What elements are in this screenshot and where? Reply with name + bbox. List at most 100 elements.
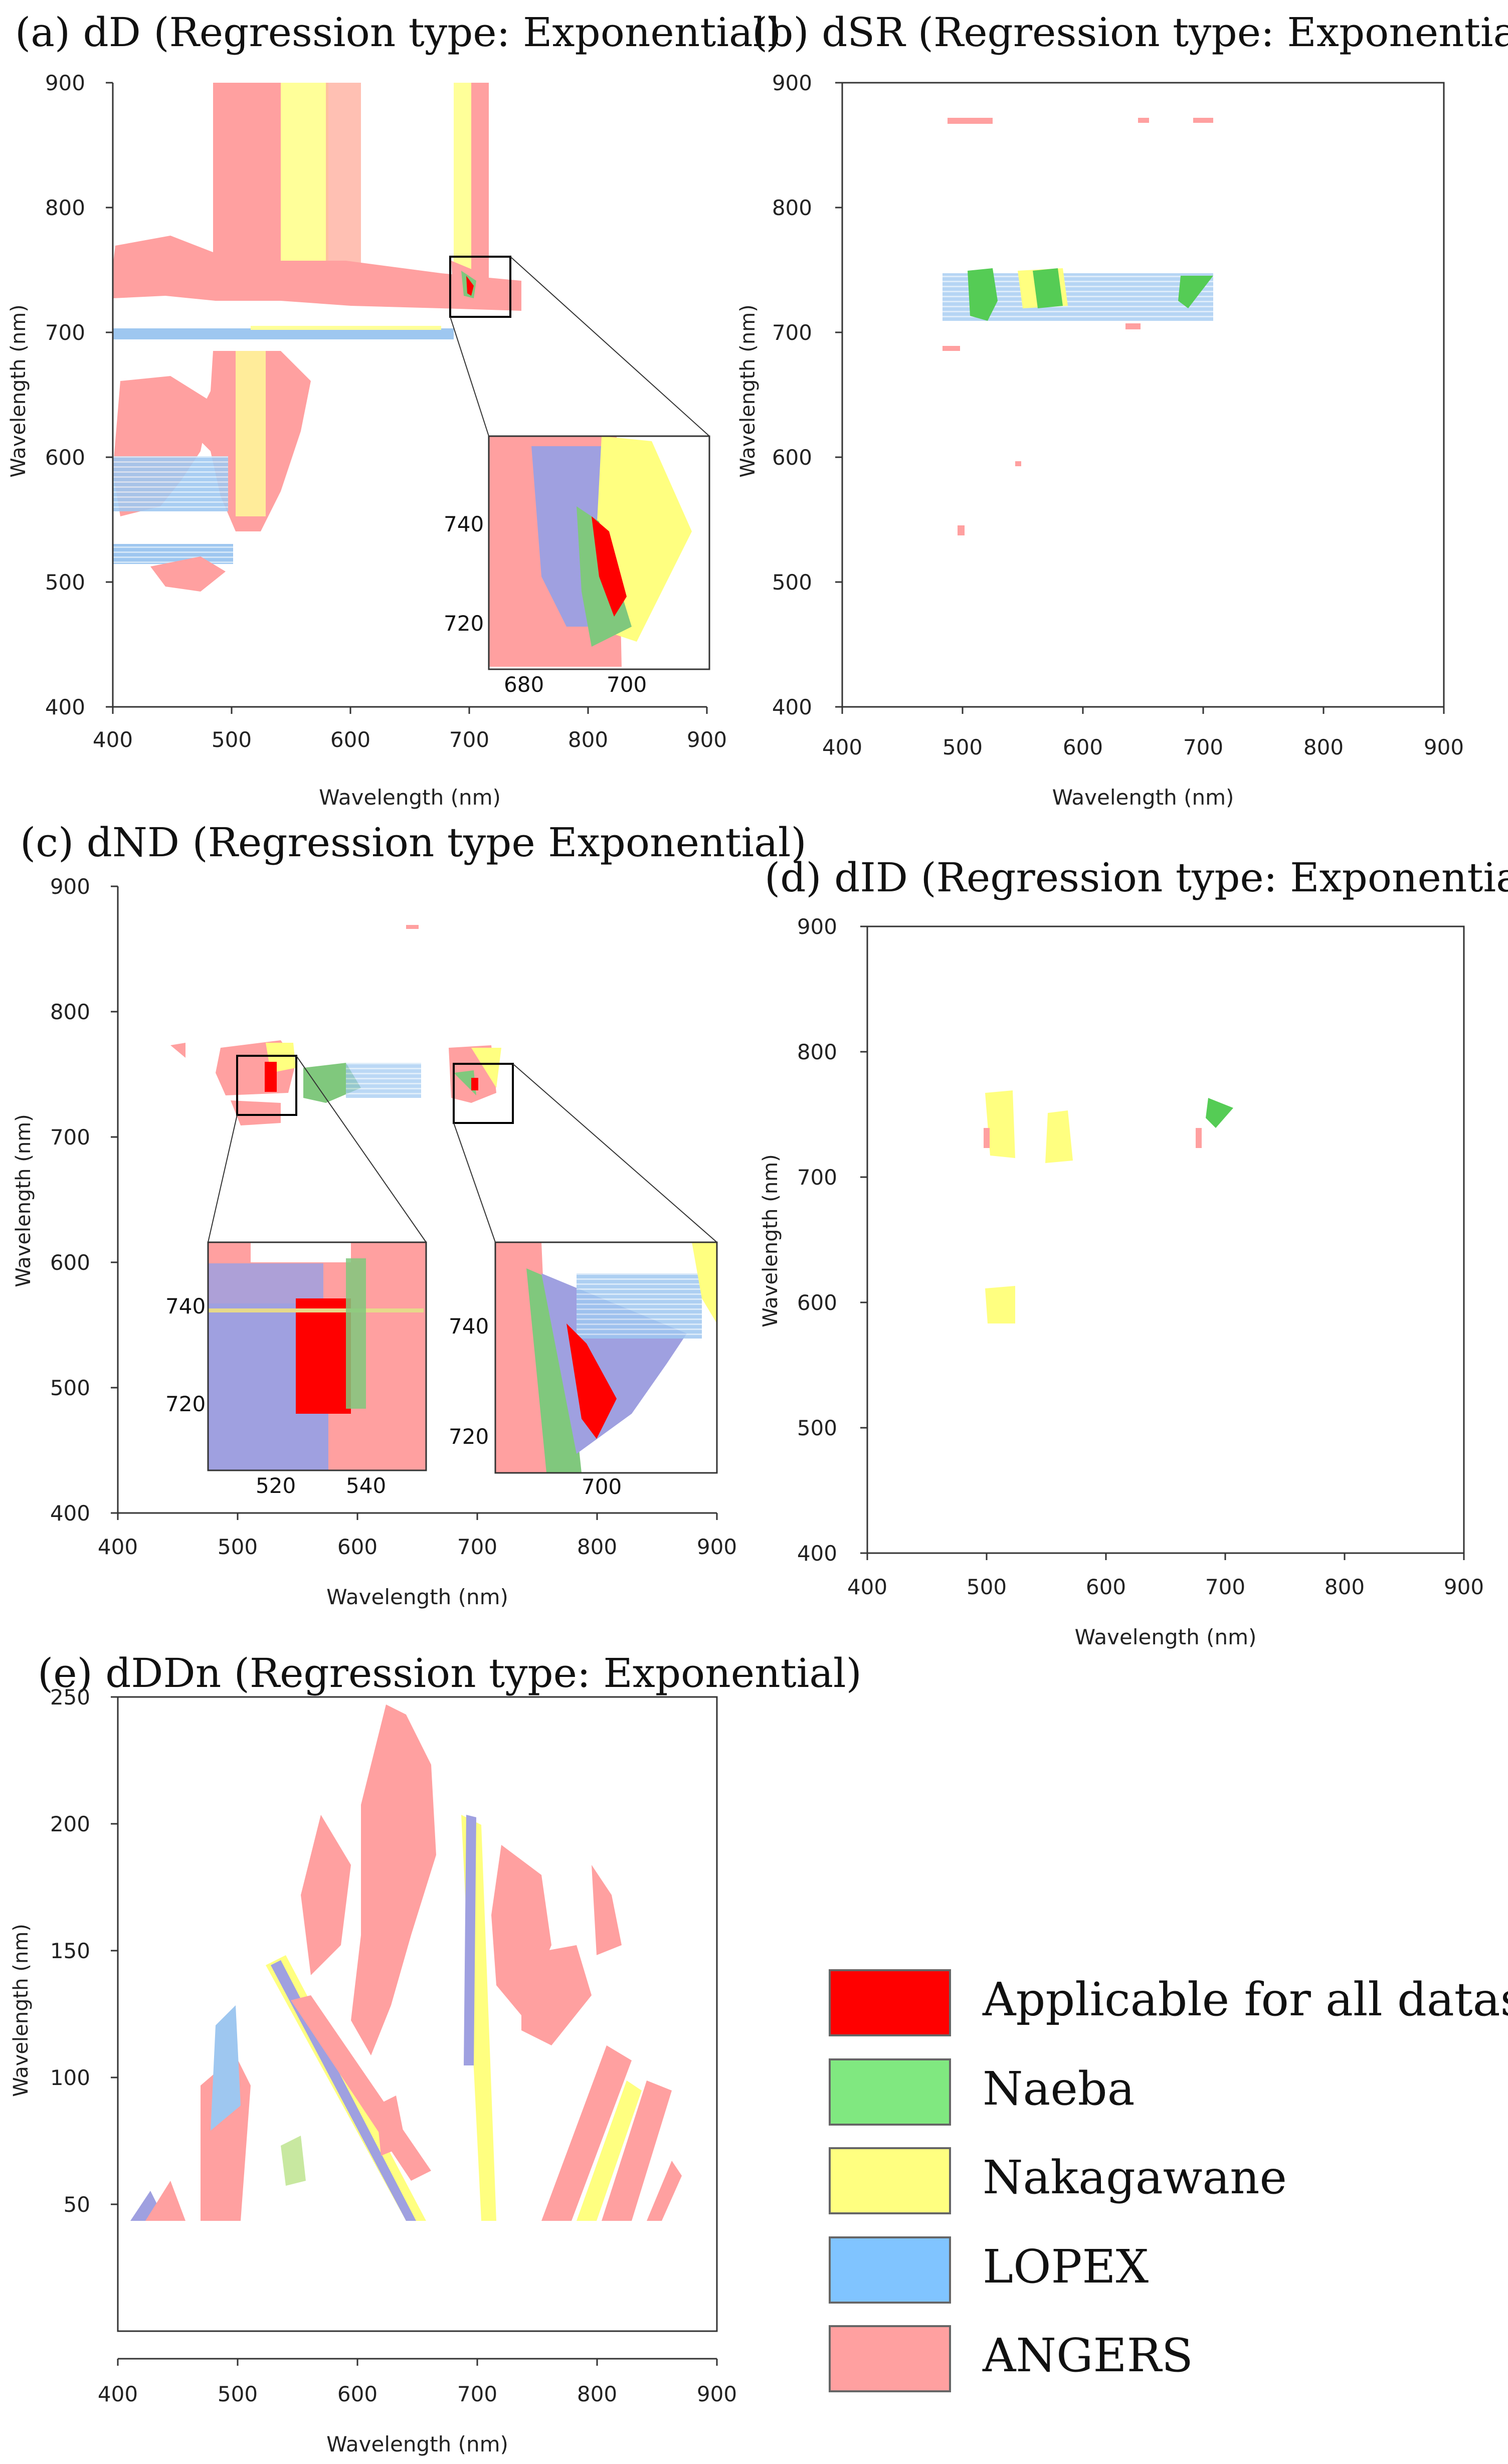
angers-vband2-a [326,83,361,293]
inset-c1-lopex-top [208,1263,323,1303]
panel-a-ytick-label: 900 [45,71,85,95]
panel-d-ytick-label: 800 [797,1040,837,1064]
panel-e-title: (e) dDDn (Regression type: Exponential) [38,1650,862,1696]
legend-label-lopex: LOPEX [983,2240,1149,2294]
panel-e-xtick-label: 500 [218,2382,258,2406]
connector-c-2 [296,1055,427,1243]
legend-swatch-all [829,1969,951,2036]
legend-swatch-naeba [829,2058,951,2126]
panel-a-xtick-label: 700 [449,727,489,752]
panel-a-ylabel: Wavelength (nm) [7,304,30,478]
inset-c2-xtick-700: 700 [582,1474,622,1499]
legend-swatch-lopex [829,2236,951,2304]
angers-spot-b-7 [958,525,965,535]
panel-a-ytick-label: 500 [45,570,85,595]
legend: Applicable for all datasets Naeba Nakaga… [829,1969,1508,2392]
panel-a-ytick-label: 700 [45,320,85,345]
panel-d-ytick-label: 600 [797,1290,837,1315]
nakagawane-blob-d-3 [985,1286,1015,1323]
inset-a-xtick-680: 680 [504,672,544,697]
panel-b-plot-frame [841,82,1445,708]
inset-c1-red [296,1298,351,1414]
legend-label-all: Applicable for all datasets [982,1973,1508,2026]
angers-spot-b-1 [948,118,993,124]
panel-a-xlabel: Wavelength (nm) [319,785,501,810]
target-red-a [466,276,474,296]
naeba-blob-b-2 [1033,268,1063,308]
panel-d-ytick-label: 700 [797,1165,837,1190]
panel-c-ytick-label: 500 [50,1376,90,1400]
panel-e-ytick-label: 100 [50,2065,90,2090]
panel-e-marks [130,1704,682,2221]
target-box-c-1 [236,1055,297,1116]
lopex-band-e [464,1815,476,2065]
nakagawane-vband-a [281,83,328,293]
panel-d-xtick-label: 700 [1205,1575,1245,1599]
target-box-a [449,256,511,318]
panel-c-marks [170,925,718,1474]
angers-spot-b-3 [1193,118,1213,123]
panel-b-xtick-label: 700 [1183,735,1223,760]
inset-c1-xtick-520: 520 [256,1473,296,1498]
diag-lopex-e [271,1960,416,2221]
angers-spot-e [376,2096,406,2156]
panel-e-xtick-label: 900 [697,2382,737,2406]
panel-c-ytick-label: 800 [50,1000,90,1024]
legend-label-angers: ANGERS [982,2329,1193,2382]
panel-e-ytick-label: 200 [50,1812,90,1836]
panel-c-xtick-label: 800 [577,1535,617,1559]
inset-a-ytick-740: 740 [444,512,484,536]
panel-b-xtick-label: 900 [1424,735,1464,760]
panel-c-xtick-label: 600 [337,1535,378,1559]
naeba-blob-d-1 [1206,1098,1233,1128]
panel-b-ytick-label: 500 [772,570,812,595]
panel-b-ytick-label: 400 [772,695,812,719]
panel-a-ytick-label: 400 [45,695,85,719]
lopex-block-a [113,456,228,511]
nakagawane-right-e [577,2080,642,2221]
panel-d-ytick-label: 500 [797,1416,837,1440]
panel-e-ylabel: Wavelength (nm) [10,1924,33,2097]
angers-right3-e [647,2161,682,2221]
nakagawane-strip-a [236,351,266,516]
panel-a-xtick-label: 900 [687,727,727,752]
panel-c-xtick-label: 700 [457,1535,497,1559]
legend-label-nakagawane: Nakagawane [983,2151,1287,2204]
angers-spot-d-1 [984,1128,990,1148]
nakagawane-hline-a [251,326,441,330]
angers-spot-c-3 [170,1043,185,1058]
inset-c2-red [567,1323,617,1439]
panel-b-marks [942,118,1213,535]
lopex-block2-a [113,544,233,564]
panel-d-xtick-label: 600 [1086,1575,1126,1599]
panel-d-marks [984,1090,1233,1323]
inset-c2-naeba [526,1268,582,1473]
inset-c1-ytick-740: 740 [165,1294,206,1318]
angers-blob-e-2 [301,1815,351,1975]
inset-c1-naeba [346,1258,366,1409]
angers-blob-e-5 [592,1865,622,1955]
panel-c-ylabel: Wavelength (nm) [12,1114,35,1287]
panel-a-ytick-label: 600 [45,445,85,470]
angers-right2-e [602,2080,672,2221]
red-spot-c-1 [265,1062,277,1092]
panel-d-ylabel: Wavelength (nm) [759,1154,782,1328]
panel-d-xtick-label: 400 [847,1575,887,1599]
connector-a-1 [450,316,489,437]
inset-c1-white-top [251,1242,351,1262]
inset-c1-frame [207,1241,427,1471]
panel-c-ytick-label: 700 [50,1125,90,1150]
lopex-hline-a [113,328,454,339]
panel-b-ytick-label: 700 [772,320,812,345]
panel-b-xtick-label: 800 [1303,735,1344,760]
legend-label-naeba: Naeba [983,2062,1135,2116]
panel-b-xlabel: Wavelength (nm) [1052,785,1234,810]
inset-c2-frame [494,1241,718,1474]
inset-c2-ytick-720: 720 [449,1424,489,1449]
connector-c-1 [208,1114,238,1243]
panel-c-title: (c) dND (Regression type Exponential) [20,819,807,866]
naeba-blob-c-2 [454,1070,476,1095]
lopex-left-e [211,2005,241,2131]
connector-a-2 [510,256,710,437]
